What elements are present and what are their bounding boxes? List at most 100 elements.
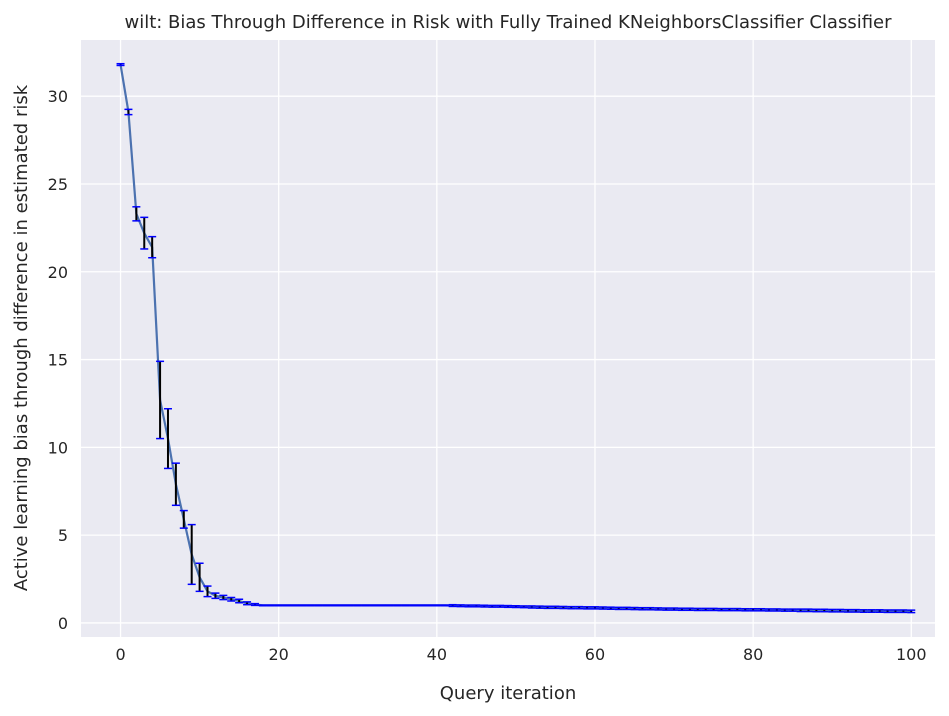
errorbar [203,585,212,598]
errorbar [638,606,647,611]
errorbar [132,206,141,222]
y-tick-label: 0 [58,614,68,633]
errorbar [836,608,845,613]
errorbar [875,609,884,613]
errorbar [163,407,172,470]
errorbar [385,604,394,607]
errorbar [788,608,797,612]
errorbar [306,604,315,607]
x-tick-label: 20 [269,645,289,664]
errorbar [583,606,592,610]
errorbar [543,605,552,610]
errorbar [630,606,639,611]
errorbar [116,62,125,67]
errorbar [353,604,362,607]
errorbar [124,108,133,116]
errorbar [551,605,560,610]
errorbar [195,562,204,593]
errorbar [701,607,710,612]
x-tick-label: 60 [585,645,605,664]
errorbar [741,607,750,612]
errorbar [764,608,773,612]
errorbar [211,592,220,600]
errorbar [654,607,663,611]
errorbar [464,604,473,608]
errorbar [235,598,244,604]
errorbar [298,604,307,607]
errorbar [456,604,465,608]
errorbar [575,605,584,610]
errorbar [511,604,520,609]
errorbar [219,594,228,601]
errorbar [693,607,702,612]
errorbar [519,605,528,609]
errorbar [733,607,742,612]
y-tick-label: 15 [48,351,68,370]
errorbar [140,216,149,250]
errorbar [401,604,410,607]
errorbar [780,608,789,612]
errorbar [504,604,512,609]
errorbar [820,608,829,613]
errorbar [179,509,188,529]
errorbar [488,604,497,608]
errorbar [361,604,370,607]
errorbar [417,604,426,607]
errorbar [345,604,354,607]
errorbar [844,608,853,613]
errorbar [393,604,402,607]
errorbar [409,604,418,607]
y-tick-label: 30 [48,87,68,106]
errorbar [535,605,544,609]
errorbar [772,608,781,612]
errorbar [859,609,868,613]
errorbar [614,606,623,611]
errorbar [677,607,686,612]
errorbar [685,607,694,612]
y-tick-label: 20 [48,263,68,282]
errorbar [559,605,568,610]
errorbar [290,604,299,607]
x-tick-label: 80 [743,645,763,664]
errorbar [796,608,805,613]
errorbar [883,609,892,614]
errorbar [440,604,449,607]
errorbar [867,609,876,613]
errorbar [472,604,481,608]
errorbar [369,604,378,607]
errorbar-layer [116,62,916,614]
errorbar [662,607,671,611]
errorbar [709,607,718,612]
errorbar [148,235,157,259]
errorbar [243,601,252,606]
errorbar [757,607,766,612]
errorbar [282,604,291,607]
errorbar [448,603,457,608]
errorbar [337,604,346,607]
errorbar [851,608,860,613]
errorbar [424,604,433,607]
errorbar [314,604,323,607]
errorbar [567,605,576,610]
errorbar [480,604,489,608]
y-axis-label: Active learning bias through difference … [11,84,32,591]
errorbar [171,462,180,507]
errorbar [590,606,599,610]
y-tick-label: 25 [48,175,68,194]
errorbar [496,604,505,608]
errorbar [266,604,275,607]
errorbar [606,606,615,611]
errorbar [804,608,813,613]
errorbar [250,602,259,607]
errorbar [622,606,631,611]
errorbar [598,606,607,610]
grid [81,40,935,637]
errorbar [828,608,837,613]
x-axis-label: Query iteration [440,683,576,704]
errorbar [907,609,916,614]
errorbar [812,608,821,613]
errorbar [646,606,655,611]
errorbar [432,604,441,607]
x-tick-labels: 0 20 40 60 80 100 [115,645,926,664]
